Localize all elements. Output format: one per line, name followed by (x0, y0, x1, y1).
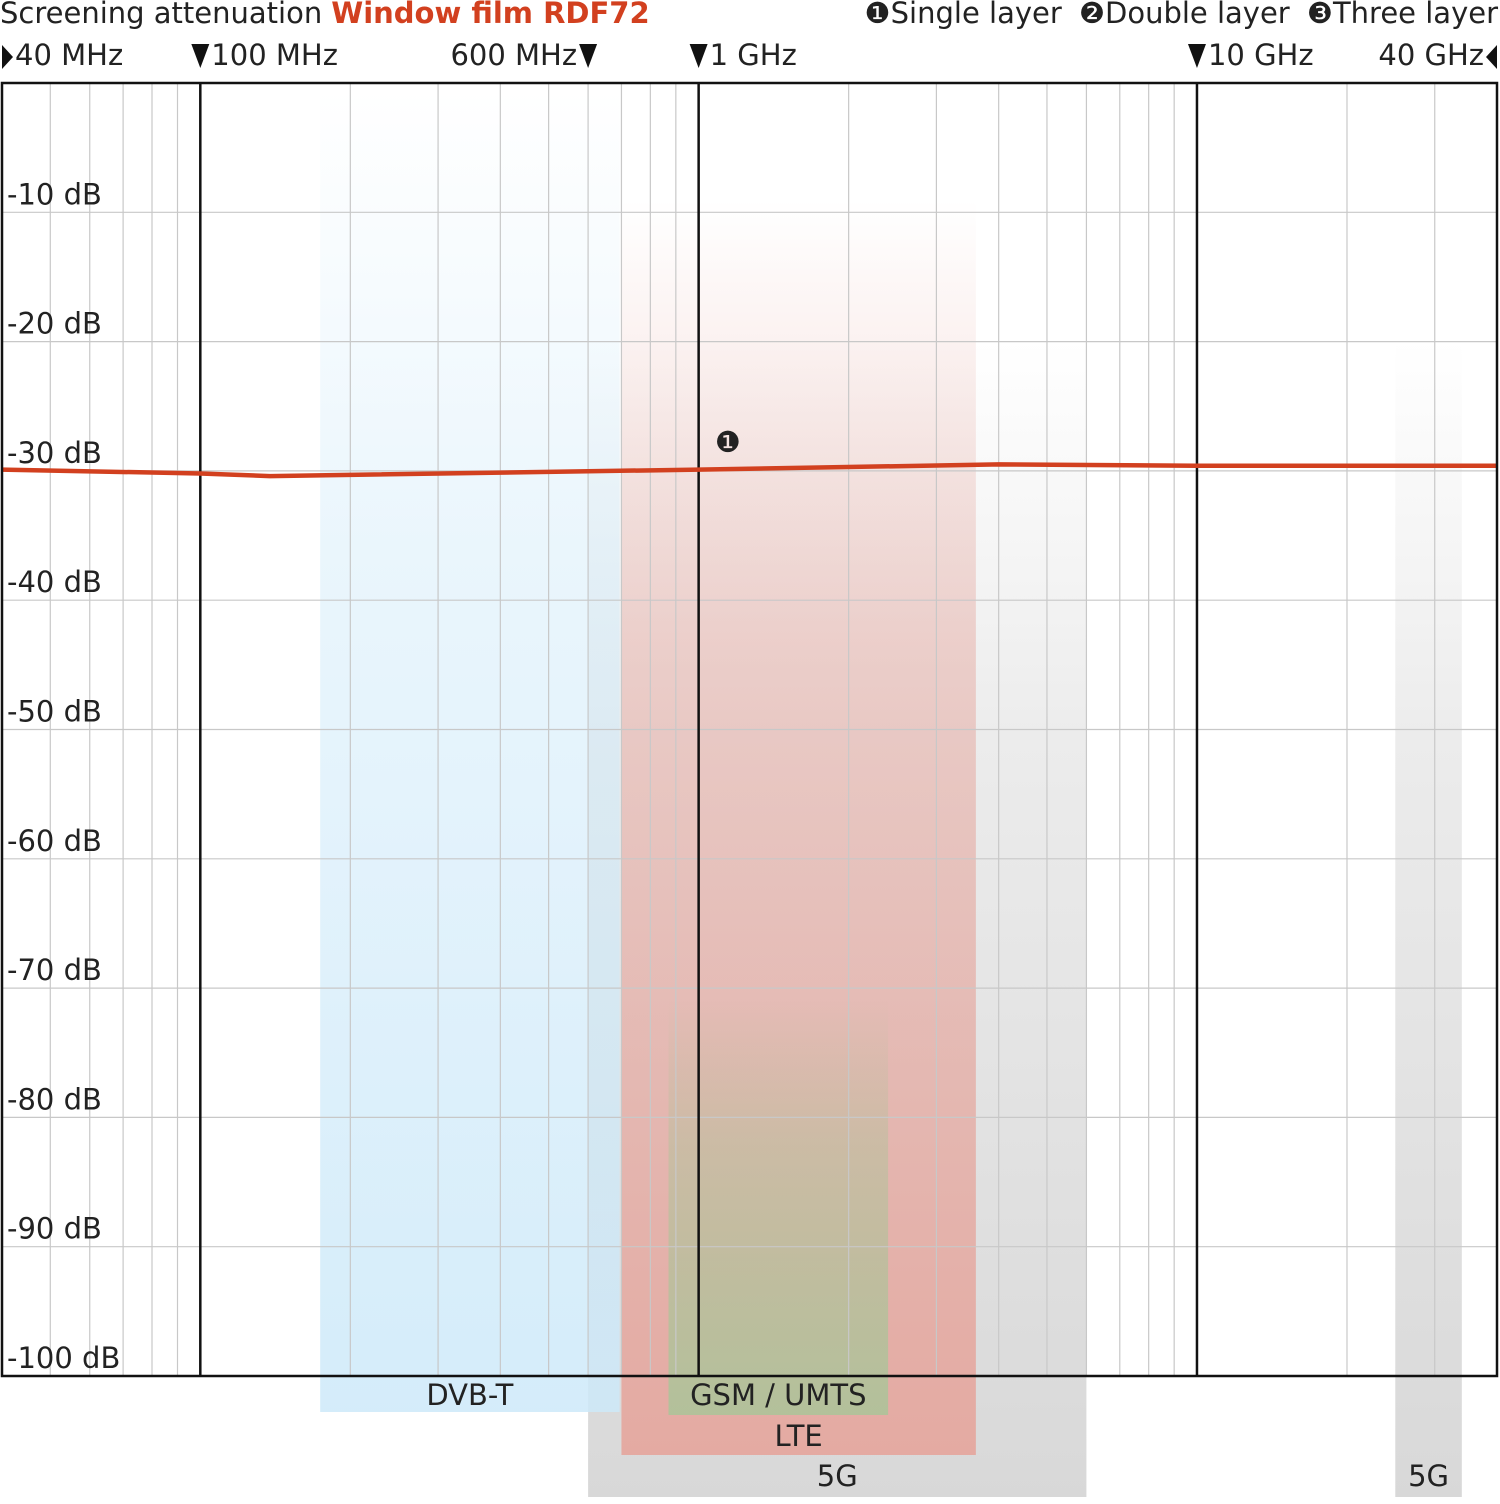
frequency-band (320, 90, 620, 1412)
y-tick-label: -10 dB (7, 177, 102, 211)
band-label: 5G (1408, 1459, 1449, 1493)
legend-marker: ❸ (1307, 0, 1333, 30)
legend-label: Double layer (1105, 0, 1290, 30)
title-highlight: Window film RDF72 (331, 0, 649, 30)
title-text: Screening attenuation (0, 0, 322, 30)
y-tick-label: -100 dB (7, 1341, 120, 1375)
y-tick-label: -60 dB (7, 824, 102, 858)
x-tick-label: 40 MHz (15, 38, 123, 72)
chart-title: Screening attenuation Window film RDF72 (0, 0, 650, 30)
data-line (1, 462, 1497, 479)
legend-marker: ❶ (865, 0, 891, 30)
x-tick-label: 100 MHz (211, 38, 338, 72)
x-tick-label: 10 GHz (1208, 38, 1314, 72)
y-tick-label: -20 dB (7, 307, 102, 341)
y-tick-label: -70 dB (7, 953, 102, 987)
x-tick-mark (2, 45, 13, 69)
x-tick-label: 600 MHz (450, 38, 577, 72)
band-label: LTE (775, 1419, 823, 1453)
x-tick-mark (191, 44, 210, 68)
plot-border (0, 81, 1499, 1378)
x-tick-label: 40 GHz (1378, 38, 1484, 72)
x-tick-mark (579, 44, 598, 68)
line-annotation: ❶ (715, 425, 741, 459)
x-tick-mark (689, 44, 708, 68)
y-tick-label: -50 dB (7, 695, 102, 729)
y-tick-label: -80 dB (7, 1082, 102, 1116)
legend-label: Single layer (891, 0, 1062, 30)
band-label: GSM / UMTS (690, 1378, 866, 1412)
legend: ❶Single layer ❷Double layer ❸Three layer (865, 0, 1498, 30)
band-label: DVB-T (426, 1378, 513, 1412)
frequency-band (1395, 340, 1462, 1497)
y-tick-label: -90 dB (7, 1212, 102, 1246)
x-tick-mark (1486, 45, 1497, 69)
y-tick-label: -40 dB (7, 565, 102, 599)
band-label: 5G (817, 1459, 858, 1493)
x-tick-mark (1187, 44, 1206, 68)
x-tick-label: 1 GHz (710, 38, 797, 72)
frequency-band (668, 1000, 889, 1415)
legend-marker: ❷ (1079, 0, 1105, 30)
y-tick-label: -30 dB (7, 436, 102, 470)
legend-label: Three layer (1332, 0, 1498, 30)
